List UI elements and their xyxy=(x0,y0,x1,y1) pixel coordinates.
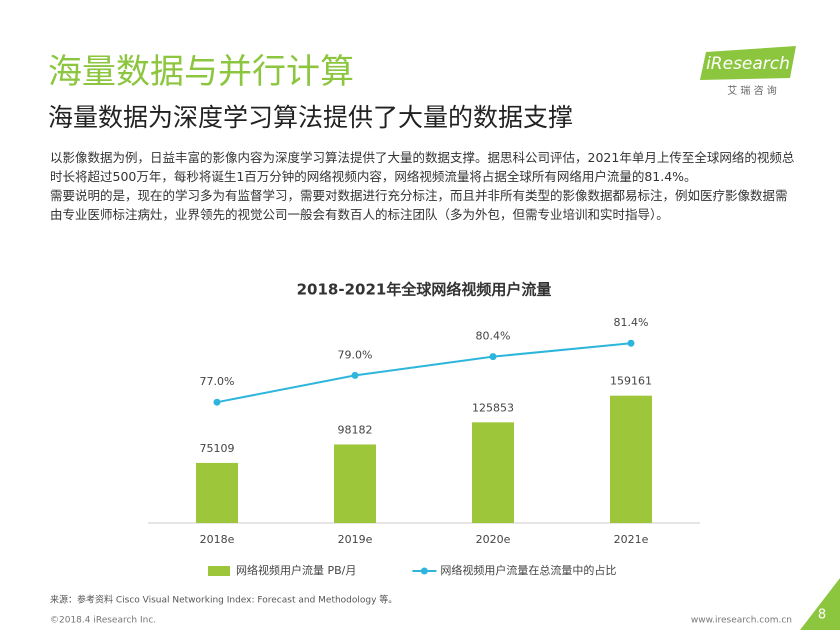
paragraph: 需要说明的是，现在的学习多为有监督学习，需要对数据进行充分标注，而且并非所有类型… xyxy=(50,188,788,222)
bar xyxy=(472,422,514,523)
legend-swatch xyxy=(208,566,230,576)
slide-title: 海量数据与并行计算 xyxy=(48,52,354,92)
line-marker xyxy=(489,353,497,361)
copyright: ©2018.4 iResearch Inc. xyxy=(50,616,156,626)
corner xyxy=(800,578,840,630)
slide-subtitle: 海量数据为深度学习算法提供了大量的数据支撑 xyxy=(48,103,574,132)
line-marker xyxy=(213,398,221,406)
data-label: 159161 xyxy=(610,375,652,388)
url: www.iresearch.com.cn xyxy=(691,616,792,626)
line xyxy=(216,342,632,404)
legend-swatch xyxy=(420,567,428,575)
x-tick-label: 2018e xyxy=(200,533,235,546)
data-label: 79.0% xyxy=(338,348,373,361)
x-tick-label: 2021e xyxy=(614,533,649,546)
chart-title: 2018-2021年全球网络视频用户流量 xyxy=(297,281,552,299)
data-label: 80.4% xyxy=(476,330,511,343)
legend-label: 网络视频用户流量在总流量中的占比 xyxy=(440,563,616,577)
paragraph: 以影像数据为例，日益丰富的影像内容为深度学习算法提供了大量的数据支撑。据思科公司… xyxy=(50,150,795,184)
legend-label: 网络视频用户流量 PB/月 xyxy=(236,563,356,577)
logo-tagline: 艾 瑞 咨 询 xyxy=(727,84,777,97)
data-label: 125853 xyxy=(472,401,514,414)
data-label: 77.0% xyxy=(200,375,235,388)
source: 来源：参考资料 Cisco Visual Networking Index: F… xyxy=(50,594,397,606)
bar xyxy=(196,462,238,523)
page-number: 8 xyxy=(818,608,826,623)
data-label: 98182 xyxy=(338,423,373,436)
line-marker xyxy=(627,339,635,347)
data-label: 75109 xyxy=(200,442,235,455)
data-label: 81.4% xyxy=(614,316,649,329)
x-tick-label: 2019e xyxy=(338,533,373,546)
logo-brand: iResearch xyxy=(706,54,790,74)
body-text: 以影像数据为例，日益丰富的影像内容为深度学习算法提供了大量的数据支撑。据思科公司… xyxy=(50,148,798,224)
logo-shape xyxy=(700,46,796,80)
line-marker xyxy=(351,371,359,379)
bar xyxy=(334,444,376,523)
x-tick-label: 2020e xyxy=(476,533,511,546)
bar xyxy=(610,395,652,523)
